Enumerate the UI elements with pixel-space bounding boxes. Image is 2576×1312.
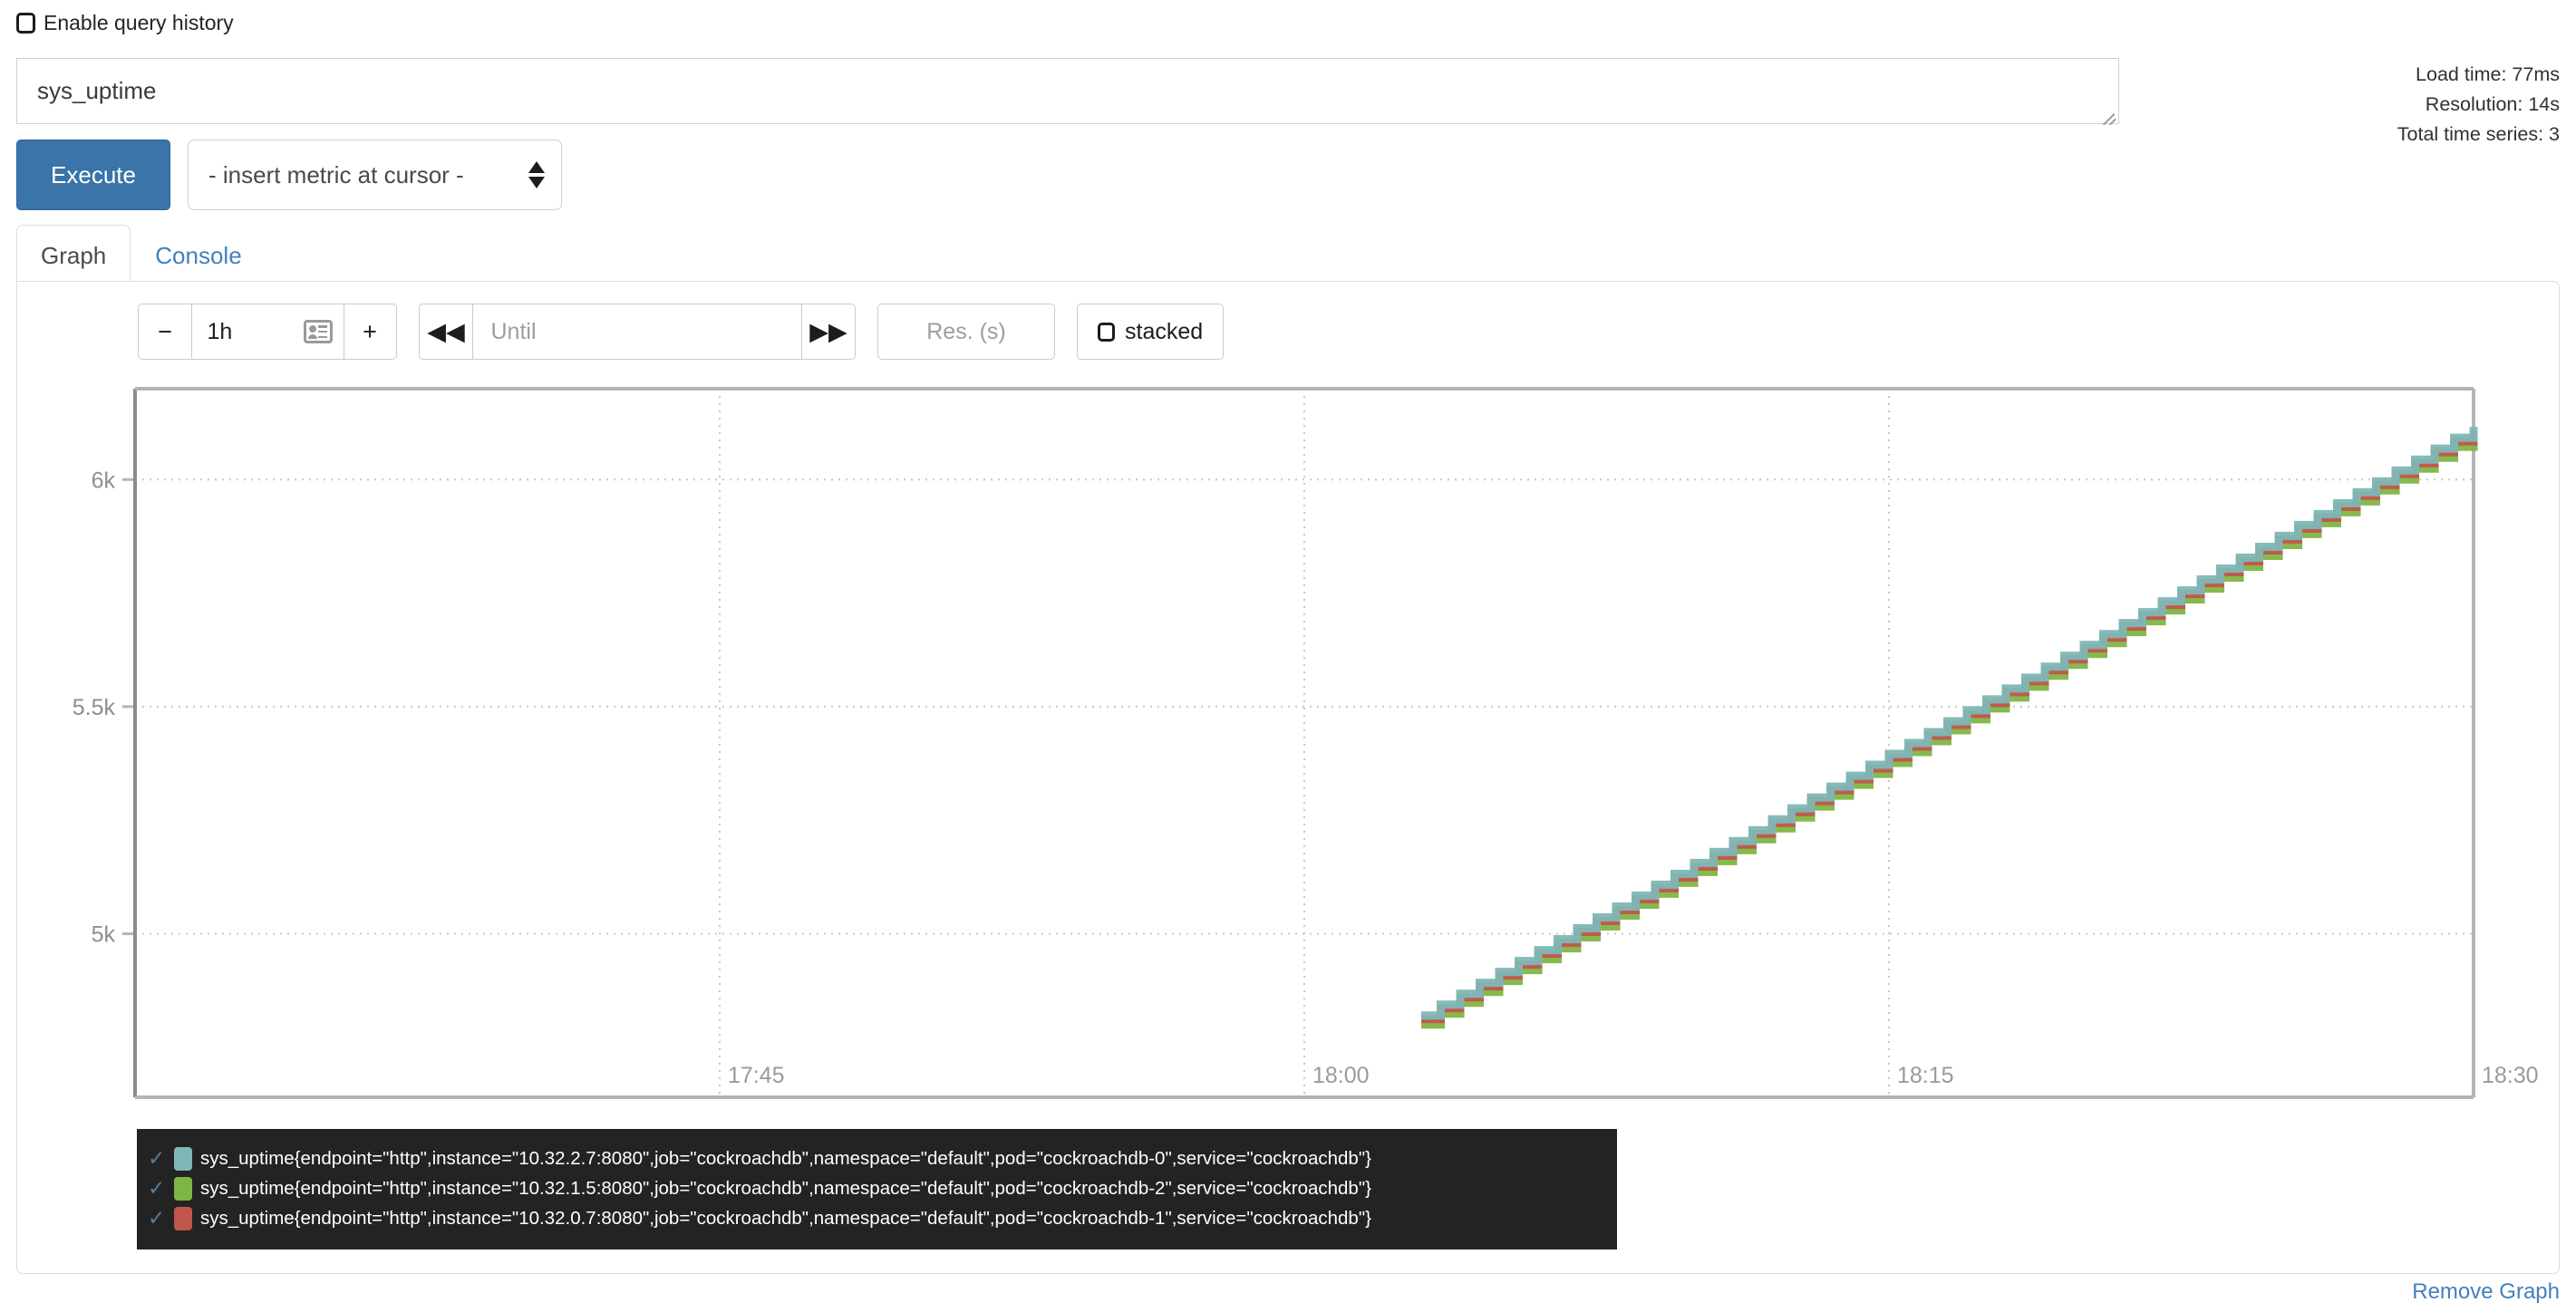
stacked-label: stacked	[1125, 318, 1204, 344]
checkbox-icon[interactable]	[16, 13, 35, 34]
metric-select[interactable]: - insert metric at cursor -	[188, 140, 562, 210]
graph-controls: − 1h + ◀◀ Until ▶▶ Res. (s) stacked	[138, 304, 1225, 360]
tab-graph[interactable]: Graph	[16, 225, 131, 285]
enable-query-history-label: Enable query history	[44, 11, 234, 34]
check-icon[interactable]: ✓	[148, 1146, 166, 1170]
remove-graph-link[interactable]: Remove Graph	[2412, 1279, 2560, 1304]
legend-item-label: sys_uptime{endpoint="http",instance="10.…	[200, 1207, 1371, 1229]
svg-text:18:15: 18:15	[1897, 1063, 1954, 1088]
enable-query-history[interactable]: Enable query history	[16, 13, 234, 34]
chevron-updown-icon	[528, 161, 545, 188]
graph-chart[interactable]: 5k 5.5k 6k 17:45 18:00 18:15 18:30	[17, 282, 2561, 1275]
svg-text:6k: 6k	[92, 468, 116, 493]
load-time: Load time: 77ms	[2416, 63, 2560, 85]
range-increase-button[interactable]: +	[343, 304, 397, 360]
query-actions: Execute - insert metric at cursor -	[16, 140, 562, 210]
chart-svg: 5k 5.5k 6k 17:45 18:00 18:15 18:30	[73, 387, 2539, 1099]
rewind-icon[interactable]: ◀◀	[419, 304, 473, 360]
until-input[interactable]: Until	[471, 304, 803, 360]
range-input[interactable]: 1h	[190, 304, 344, 360]
execute-button[interactable]: Execute	[16, 140, 170, 210]
svg-text:18:30: 18:30	[2482, 1063, 2539, 1088]
series-color-swatch	[174, 1146, 192, 1171]
query-input[interactable]: sys_uptime	[16, 58, 2119, 124]
graph-panel: − 1h + ◀◀ Until ▶▶ Res. (s) stacked 5k	[16, 281, 2560, 1274]
legend-item[interactable]: ✓ sys_uptime{endpoint="http",instance="1…	[148, 1203, 1617, 1233]
resolution: Resolution: 14s	[2425, 93, 2560, 115]
check-icon[interactable]: ✓	[148, 1206, 166, 1230]
check-icon[interactable]: ✓	[148, 1176, 166, 1200]
metric-select-value: - insert metric at cursor -	[208, 160, 464, 188]
series-color-swatch	[174, 1206, 192, 1230]
legend-item-label: sys_uptime{endpoint="http",instance="10.…	[200, 1177, 1371, 1199]
range-decrease-button[interactable]: −	[138, 304, 192, 360]
view-tabs: Graph Console	[16, 225, 266, 285]
tab-console[interactable]: Console	[155, 242, 242, 269]
id-card-icon[interactable]	[303, 320, 333, 343]
resolution-input[interactable]: Res. (s)	[877, 304, 1055, 360]
total-time-series: Total time series: 3	[2397, 123, 2560, 145]
svg-text:17:45: 17:45	[728, 1063, 785, 1088]
svg-text:5k: 5k	[92, 922, 116, 948]
svg-text:18:00: 18:00	[1312, 1063, 1370, 1088]
checkbox-icon[interactable]	[1098, 322, 1115, 342]
query-stats: Load time: 77ms Resolution: 14s Total ti…	[2397, 60, 2560, 150]
svg-text:5.5k: 5.5k	[73, 695, 116, 720]
legend-item[interactable]: ✓ sys_uptime{endpoint="http",instance="1…	[148, 1173, 1617, 1203]
series-color-swatch	[174, 1176, 192, 1201]
resolution-input-placeholder: Res. (s)	[926, 318, 1006, 344]
legend-item-label: sys_uptime{endpoint="http",instance="10.…	[200, 1147, 1371, 1169]
chart-legend: ✓ sys_uptime{endpoint="http",instance="1…	[137, 1129, 1617, 1249]
forward-icon[interactable]: ▶▶	[801, 304, 856, 360]
legend-item[interactable]: ✓ sys_uptime{endpoint="http",instance="1…	[148, 1143, 1617, 1173]
until-input-placeholder: Until	[490, 318, 537, 344]
range-input-value: 1h	[207, 318, 233, 344]
range-group: − 1h +	[138, 304, 397, 360]
until-group: ◀◀ Until ▶▶	[419, 304, 856, 360]
stacked-toggle[interactable]: stacked	[1077, 304, 1225, 360]
